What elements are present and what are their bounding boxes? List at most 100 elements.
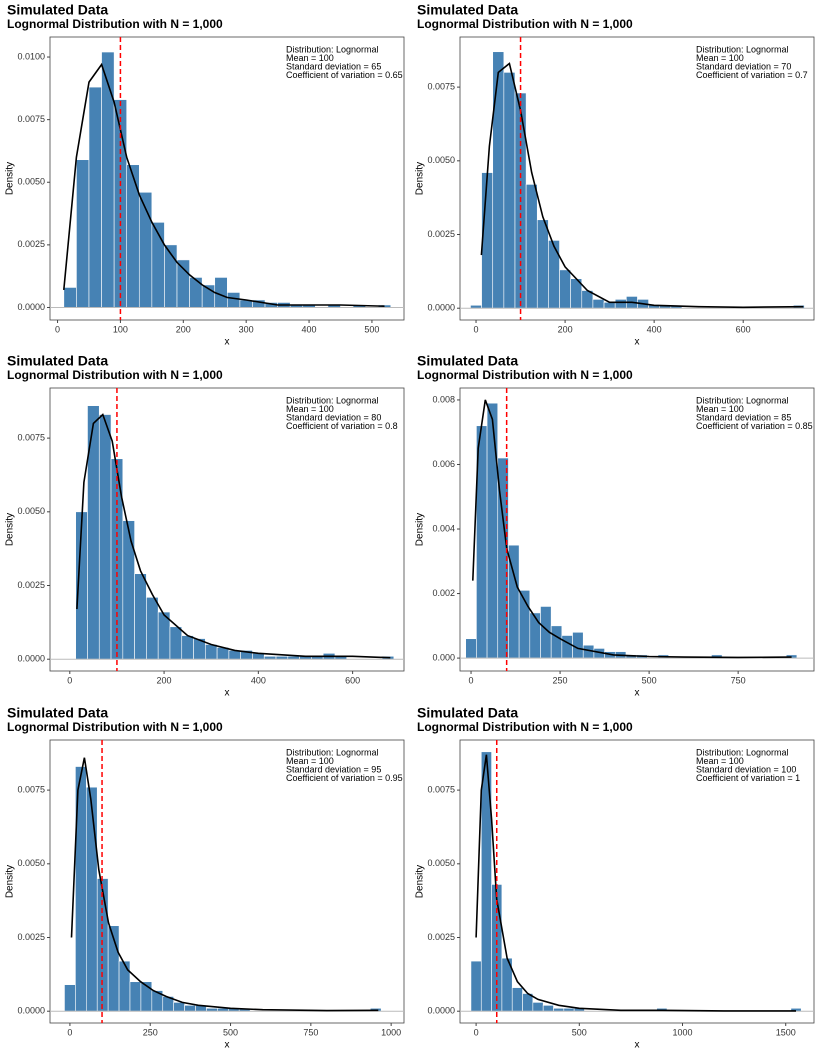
subtitle: Lognormal Distribution with N = 1,000 bbox=[417, 368, 633, 382]
title: Simulated Data bbox=[7, 705, 108, 721]
x-tick-label: 250 bbox=[143, 1027, 158, 1037]
x-axis-label: x bbox=[225, 337, 230, 348]
annotation: Coefficient of variation = 1 bbox=[696, 773, 800, 783]
x-tick-label: 100 bbox=[113, 324, 128, 334]
histogram-bar bbox=[572, 631, 584, 659]
annotation: Distribution: Lognormal bbox=[696, 44, 789, 54]
histogram-bar bbox=[550, 625, 563, 659]
density-curve bbox=[63, 62, 385, 307]
x-axis-label: x bbox=[635, 688, 640, 699]
x-tick-label: 500 bbox=[642, 675, 657, 685]
histogram-bar bbox=[85, 786, 98, 1012]
histogram-bar bbox=[146, 597, 159, 660]
x-tick-label: 0 bbox=[474, 324, 479, 334]
y-tick-label: 0.0025 bbox=[427, 229, 455, 239]
x-tick-label: 200 bbox=[157, 675, 172, 685]
histogram-bar bbox=[176, 259, 190, 308]
x-tick-label: 400 bbox=[647, 324, 662, 334]
annotation: Distribution: Lognormal bbox=[286, 747, 379, 757]
histogram-bar bbox=[122, 520, 135, 660]
x-tick-label: 0 bbox=[474, 1027, 479, 1037]
x-tick-label: 200 bbox=[558, 324, 573, 334]
x-tick-label: 0 bbox=[67, 675, 72, 685]
histogram-bar bbox=[184, 1005, 196, 1012]
x-axis-label: x bbox=[635, 1040, 640, 1050]
x-tick-label: 1000 bbox=[381, 1027, 401, 1037]
y-tick-label: 0.0075 bbox=[17, 784, 45, 794]
x-axis-label: x bbox=[225, 1040, 230, 1050]
histogram-bar bbox=[169, 626, 183, 660]
y-tick-label: 0.002 bbox=[432, 588, 455, 598]
histogram-bar bbox=[470, 960, 482, 1012]
subtitle: Lognormal Distribution with N = 1,000 bbox=[417, 720, 633, 734]
histogram-bar bbox=[532, 1002, 544, 1012]
y-tick-label: 0.0050 bbox=[17, 858, 45, 868]
y-tick-label: 0.0025 bbox=[17, 239, 45, 249]
y-tick-label: 0.000 bbox=[432, 652, 455, 662]
histogram-bar bbox=[511, 987, 523, 1012]
histogram-bar bbox=[561, 635, 573, 659]
x-tick-label: 1000 bbox=[672, 1027, 692, 1037]
title: Simulated Data bbox=[417, 2, 518, 18]
annotation: Standard deviation = 65 bbox=[286, 61, 381, 71]
annotation: Mean = 100 bbox=[286, 53, 334, 63]
annotation: Standard deviation = 100 bbox=[696, 764, 796, 774]
x-tick-label: 400 bbox=[251, 675, 266, 685]
x-tick-label: 1500 bbox=[776, 1027, 796, 1037]
x-tick-label: 250 bbox=[553, 675, 568, 685]
histogram-bar bbox=[529, 612, 541, 659]
annotation: Standard deviation = 85 bbox=[696, 412, 791, 422]
histogram-bar bbox=[118, 960, 131, 1012]
density-curve bbox=[475, 754, 796, 1012]
y-tick-label: 0.0000 bbox=[427, 303, 455, 313]
y-axis-label: Density bbox=[415, 513, 426, 546]
y-tick-label: 0.0075 bbox=[427, 784, 455, 794]
histogram-bar bbox=[134, 573, 147, 660]
x-tick-label: 500 bbox=[223, 1027, 238, 1037]
y-tick-label: 0.0050 bbox=[427, 858, 455, 868]
x-tick-label: 300 bbox=[239, 324, 254, 334]
annotation: Standard deviation = 80 bbox=[286, 412, 381, 422]
x-tick-label: 600 bbox=[736, 324, 751, 334]
histogram-bar bbox=[486, 402, 499, 659]
histogram-bar bbox=[126, 164, 140, 308]
histogram-bar bbox=[465, 638, 477, 659]
x-axis-label: x bbox=[635, 337, 640, 348]
x-tick-label: 400 bbox=[302, 324, 317, 334]
density-curve bbox=[76, 413, 391, 659]
y-tick-label: 0.0075 bbox=[17, 114, 45, 124]
x-tick-label: 500 bbox=[572, 1027, 587, 1037]
annotation: Coefficient of variation = 0.85 bbox=[696, 421, 813, 431]
annotation: Mean = 100 bbox=[286, 756, 334, 766]
x-axis-label: x bbox=[225, 688, 230, 699]
annotation: Mean = 100 bbox=[696, 53, 744, 63]
histogram-bar bbox=[536, 219, 549, 309]
histogram-bar bbox=[63, 287, 77, 308]
y-tick-label: 0.0025 bbox=[17, 580, 45, 590]
x-tick-label: 750 bbox=[731, 675, 746, 685]
y-tick-label: 0.0050 bbox=[17, 506, 45, 516]
x-tick-label: 500 bbox=[364, 324, 379, 334]
x-tick-label: 600 bbox=[345, 675, 360, 685]
histogram-bar bbox=[603, 302, 616, 309]
y-tick-label: 0.0025 bbox=[427, 932, 455, 942]
y-tick-label: 0.0000 bbox=[427, 1006, 455, 1016]
histogram-bar bbox=[503, 72, 516, 309]
x-tick-label: 0 bbox=[67, 1027, 72, 1037]
histogram-bar bbox=[205, 644, 218, 660]
density-curve bbox=[472, 399, 792, 659]
histogram-bar bbox=[592, 299, 605, 309]
y-tick-label: 0.008 bbox=[432, 394, 455, 404]
histogram-bar bbox=[87, 405, 100, 660]
subtitle: Lognormal Distribution with N = 1,000 bbox=[417, 17, 633, 31]
histogram-bar bbox=[173, 1002, 185, 1012]
histogram-bar bbox=[525, 184, 538, 309]
annotation: Standard deviation = 70 bbox=[696, 61, 791, 71]
histogram-bar bbox=[129, 981, 142, 1012]
